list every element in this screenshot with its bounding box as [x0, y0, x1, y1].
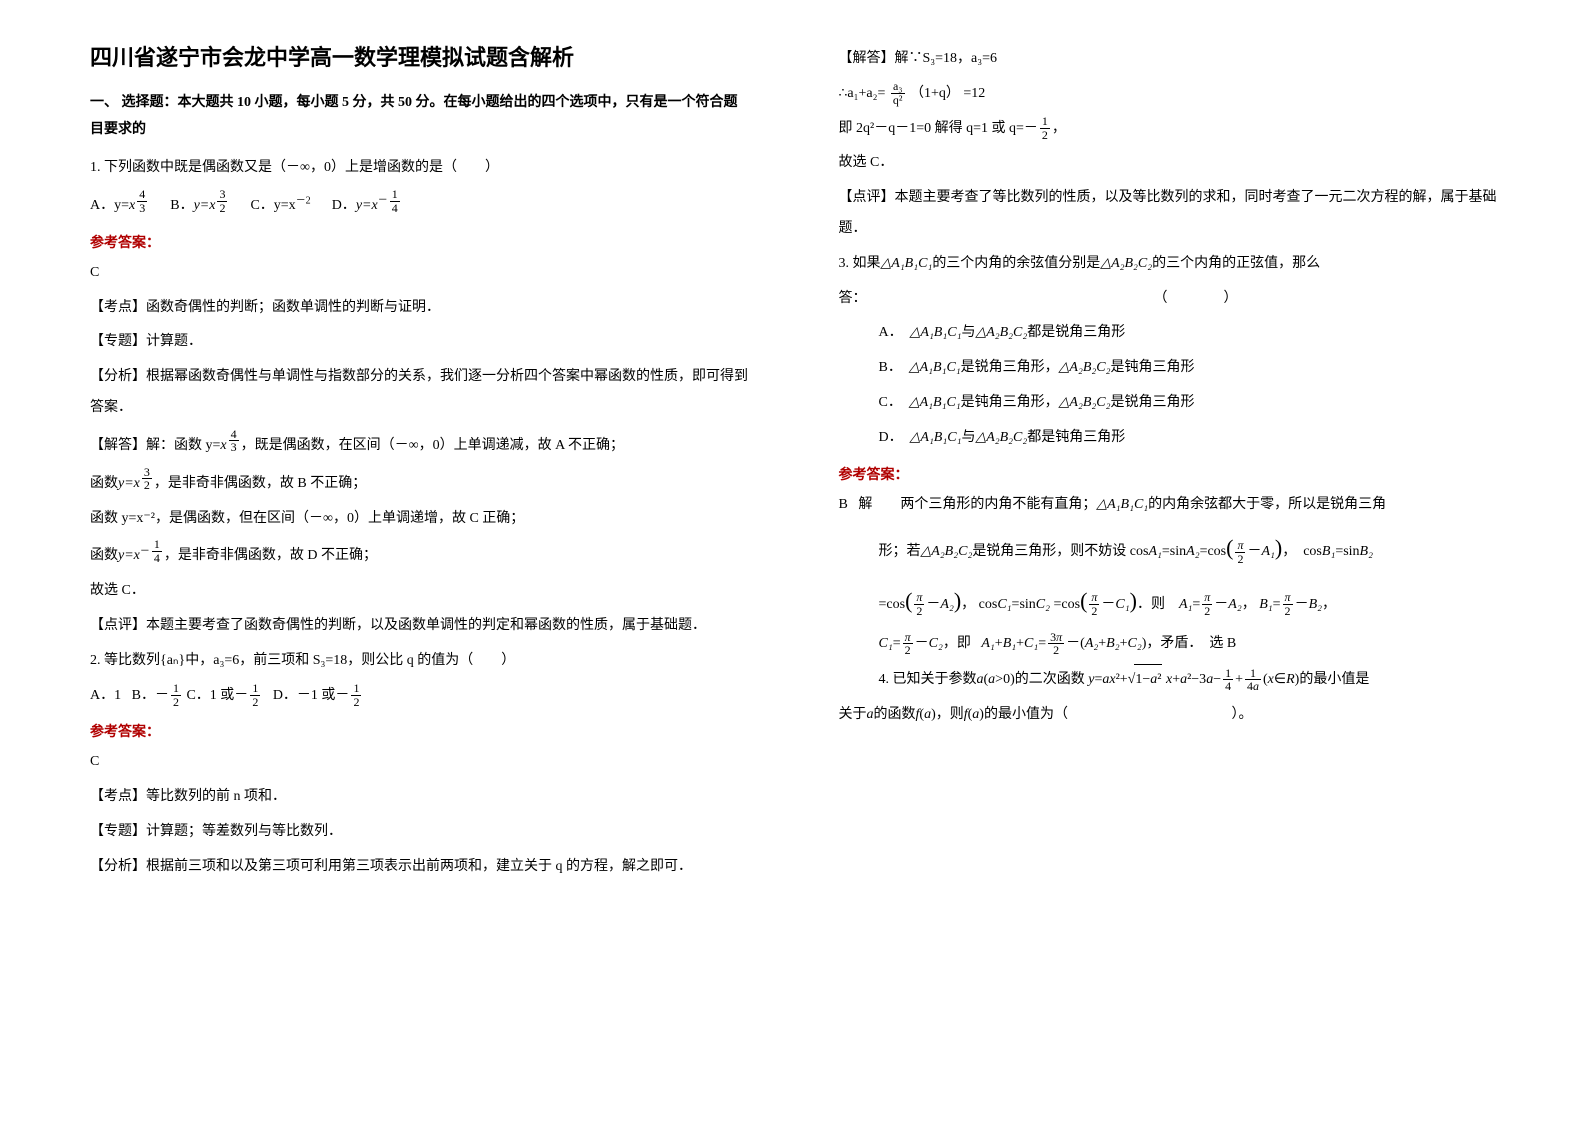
q3-answer-line: 答： （ ） [839, 284, 1498, 315]
answer-heading: 参考答案： [90, 232, 749, 252]
q1-exp-solve-a: 【解答】解：函数 y=x43，既是偶函数，在区间（－∞，0）上单调递减，故 A … [90, 428, 749, 462]
q1-exp-zhuanti: 【专题】计算题． [90, 327, 749, 358]
q1-opt-d: D．y=x－14 [332, 198, 402, 213]
q1-exp-solve-c: 函数 y=x⁻²，是偶函数，但在区间（－∞，0）上单调递增，故 C 正确； [90, 504, 749, 535]
q2-exp-right-3: 即 2q²－q－1=0 解得 q=1 或 q=－12， [839, 114, 1498, 145]
q3-opt-d: D． △A₁B₁C₁与△A₂B₂C₂都是钝角三角形 [879, 423, 1498, 454]
q3-opt-c: C． △A₁B₁C₁是钝角三角形，△A₂B₂C₂是锐角三角形 [879, 388, 1498, 419]
q2-exp-kaodian: 【考点】等比数列的前 n 项和． [90, 782, 749, 813]
q2-opt-d: D．－1 或－12 [273, 688, 364, 703]
q2-opt-c: C．1 或－12 [186, 688, 262, 703]
q1-exp-dianping: 【点评】本题主要考查了函数奇偶性的判断，以及函数单调性的判定和幂函数的性质，属于… [90, 611, 749, 642]
right-column: 【解答】解∵S₃=18，a₃=6 ∴a₁+a₂= a₃q² （1+q） =12 … [839, 40, 1498, 887]
answer-heading-2: 参考答案： [90, 721, 749, 741]
q2-exp-right-4: 故选 C． [839, 148, 1498, 179]
q3-opt-a: A． △A₁B₁C₁与△A₂B₂C₂都是锐角三角形 [879, 318, 1498, 349]
q2-exp-right-2: ∴a₁+a₂= a₃q² （1+q） =12 [839, 79, 1498, 110]
q4-stem-line2: 关于a的函数f(a)，则f(a)的最小值为（ ）。 [839, 700, 1498, 731]
q2-answer: C [90, 747, 749, 778]
left-column: 四川省遂宁市会龙中学高一数学理模拟试题含解析 一、 选择题：本大题共 10 小题… [90, 40, 749, 887]
q2-options: A．1 B．－12 C．1 或－12 D．－1 或－12 [90, 681, 749, 712]
q1-answer: C [90, 258, 749, 289]
q2-opt-a: A．1 [90, 688, 121, 703]
q3-sol-line4: C₁=π2－C₂，即 A₁+B₁+C₁=3π2－(A₂+B₂+C₂)，矛盾． 选… [879, 629, 1498, 660]
q1-exp-kaodian: 【考点】函数奇偶性的判断；函数单调性的判断与证明． [90, 293, 749, 324]
q2-exp-zhuanti: 【专题】计算题；等差数列与等比数列． [90, 817, 749, 848]
q2-exp-right-1: 【解答】解∵S₃=18，a₃=6 [839, 44, 1498, 75]
q2-exp-right-5: 【点评】本题主要考查了等比数列的性质，以及等比数列的求和，同时考查了一元二次方程… [839, 183, 1498, 245]
q3-opt-b: B． △A₁B₁C₁是锐角三角形，△A₂B₂C₂是钝角三角形 [879, 353, 1498, 384]
q2-stem: 2. 等比数列{aₙ}中，a₃=6，前三项和 S₃=18，则公比 q 的值为（ … [90, 646, 749, 677]
doc-title: 四川省遂宁市会龙中学高一数学理模拟试题含解析 [90, 40, 749, 72]
q3-sol-line2: 形；若△A₂B₂C₂是锐角三角形，则不妨设 cosA₁=sinA₂=cos(π2… [879, 524, 1498, 572]
q1-opt-a: A．y=x43 [90, 198, 149, 213]
q3-sol-line1: B 解 两个三角形的内角不能有直角；△A₁B₁C₁的内角余弦都大于零，所以是锐角… [839, 490, 1498, 521]
q1-options: A．y=x43 B．y=x32 C．y=x－2 D．y=x－14 [90, 188, 749, 222]
q1-stem: 1. 下列函数中既是偶函数又是（－∞，0）上是增函数的是（ ） [90, 153, 749, 184]
answer-heading-3: 参考答案： [839, 464, 1498, 484]
section1-heading: 一、 选择题：本大题共 10 小题，每小题 5 分，共 50 分。在每小题给出的… [90, 90, 749, 143]
q1-exp-conclude: 故选 C． [90, 576, 749, 607]
q3-sol-line3: =cos(π2－A₂)， cosC₁=sinC₂ =cos(π2－C₁)．则 A… [879, 577, 1498, 625]
q1-opt-c: C．y=x－2 [250, 198, 310, 213]
q1-exp-fenxi: 【分析】根据幂函数奇偶性与单调性与指数部分的关系，我们逐一分析四个答案中幂函数的… [90, 362, 749, 424]
q1-exp-solve-d: 函数y=x－14，是非奇非偶函数，故 D 不正确； [90, 538, 749, 572]
q3-stem: 3. 如果△A₁B₁C₁的三个内角的余弦值分别是△A₂B₂C₂的三个内角的正弦值… [839, 249, 1498, 280]
q1-exp-solve-b: 函数y=x32，是非奇非偶函数，故 B 不正确； [90, 466, 749, 500]
q2-exp-fenxi: 【分析】根据前三项和以及第三项可利用第三项表示出前两项和，建立关于 q 的方程，… [90, 852, 749, 883]
q4-stem: 4. 已知关于参数a(a>0)的二次函数 y=ax²+√1−a² x+a²−3a… [879, 664, 1498, 696]
q1-opt-b: B．y=x32 [170, 198, 229, 213]
q2-opt-b: B．－12 [132, 688, 183, 703]
